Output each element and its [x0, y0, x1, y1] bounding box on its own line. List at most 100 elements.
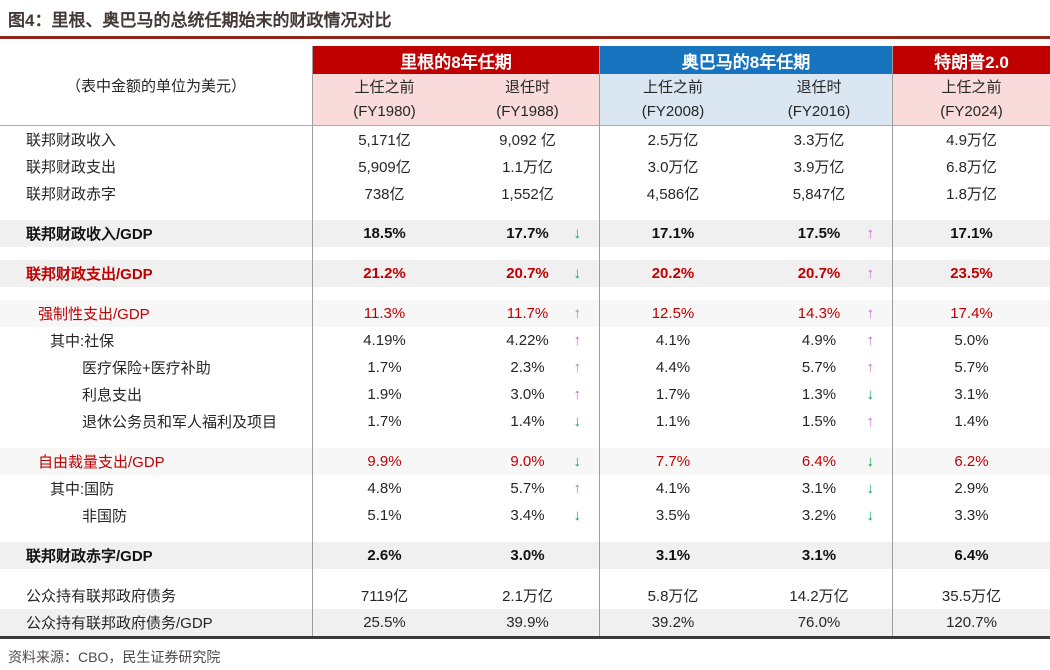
row-label: 联邦财政收入 — [0, 126, 313, 153]
value-cell-fy2016: 5,847亿 — [746, 180, 893, 207]
cell-value: 20.2% — [651, 265, 695, 282]
value-cell-fy2008: 7.7% — [600, 448, 746, 475]
cell-value: 3.0% — [510, 386, 545, 403]
row-spacer — [456, 207, 600, 220]
trend-arrow-icon: ↑ — [573, 305, 582, 322]
cell-value: 39.2% — [651, 614, 695, 631]
cell-value: 2.6% — [367, 547, 402, 564]
value-cell-fy2024: 1.4% — [893, 408, 1050, 435]
cell-value: 4.9% — [801, 332, 837, 349]
subheader-fy: (FY2008) — [641, 102, 705, 120]
row-spacer — [600, 435, 746, 448]
cell-value: 11.7% — [506, 305, 549, 322]
value-cell-fy1980: 7119亿 — [313, 582, 456, 609]
value-cell-fy2016: 3.1% ↓ — [746, 475, 893, 502]
value-cell-fy2008: 17.1% — [600, 220, 746, 247]
row-spacer — [746, 529, 893, 542]
row-label: 自由裁量支出/GDP — [0, 448, 313, 475]
cell-value: 17.1% — [651, 225, 695, 242]
value-cell-fy1988: 2.3% ↑ — [456, 354, 600, 381]
trend-arrow-icon: ↓ — [866, 507, 875, 524]
figure-title-bar: 图4：里根、奥巴马的总统任期始末的财政情况对比 — [0, 0, 1050, 39]
value-cell-fy2024: 1.8万亿 — [893, 180, 1050, 207]
cell-value: 9,092 亿 — [499, 132, 556, 149]
row-label: 联邦财政收入/GDP — [0, 220, 313, 247]
cell-value: 2.5万亿 — [647, 132, 699, 149]
trend-arrow-icon: ↑ — [573, 332, 582, 349]
cell-value: 4.8% — [367, 480, 402, 497]
row-spacer — [746, 435, 893, 448]
cell-value: 6.4% — [954, 547, 989, 564]
value-cell-fy1980: 5,909亿 — [313, 153, 456, 180]
trend-arrow-icon: ↓ — [573, 265, 582, 282]
trend-arrow-icon: ↑ — [866, 359, 875, 376]
value-cell-fy2008: 1.7% — [600, 381, 746, 408]
subheader-fy: (FY1988) — [496, 102, 559, 120]
row-spacer — [313, 247, 456, 260]
row-spacer — [456, 529, 600, 542]
value-cell-fy2024: 2.9% — [893, 475, 1050, 502]
subheader-fy1980: 上任之前 (FY1980) — [313, 74, 456, 126]
row-spacer — [456, 247, 600, 260]
subheader-period: 上任之前 — [354, 78, 415, 96]
value-cell-fy2008: 2.5万亿 — [600, 126, 746, 153]
value-cell-fy2016: 1.3% ↓ — [746, 381, 893, 408]
cell-value: 17.5% — [797, 225, 841, 242]
row-spacer — [313, 435, 456, 448]
value-cell-fy2008: 5.8万亿 — [600, 582, 746, 609]
cell-value: 25.5% — [363, 614, 406, 631]
cell-value: 1.9% — [367, 386, 402, 403]
value-cell-fy1980: 11.3% — [313, 300, 456, 327]
value-cell-fy1980: 738亿 — [313, 180, 456, 207]
cell-value: 14.3% — [797, 305, 841, 322]
cell-value: 14.2万亿 — [789, 588, 849, 605]
value-cell-fy2008: 3.0万亿 — [600, 153, 746, 180]
value-cell-fy2008: 12.5% — [600, 300, 746, 327]
cell-value: 5.7% — [801, 359, 837, 376]
value-cell-fy1980: 1.7% — [313, 354, 456, 381]
cell-value: 20.7% — [797, 265, 841, 282]
row-label: 强制性支出/GDP — [0, 300, 313, 327]
cell-value: 9.9% — [367, 453, 402, 470]
cell-value: 4,586亿 — [646, 186, 700, 203]
value-cell-fy1980: 1.9% — [313, 381, 456, 408]
value-cell-fy2016: 3.2% ↓ — [746, 502, 893, 529]
row-label: 其中:国防 — [0, 475, 313, 502]
trend-arrow-icon: ↑ — [573, 386, 582, 403]
group-header-reagan: 里根的8年任期 — [313, 46, 600, 74]
unit-note: （表中金额的单位为美元） — [0, 46, 313, 126]
cell-value: 1.1万亿 — [502, 159, 553, 176]
cell-value: 5.8万亿 — [647, 588, 699, 605]
cell-value: 3.1% — [954, 386, 989, 403]
subheader-fy2024: 上任之前 (FY2024) — [893, 74, 1050, 126]
value-cell-fy2008: 4.1% — [600, 475, 746, 502]
row-spacer — [313, 569, 456, 582]
value-cell-fy1988: 1.1万亿 — [456, 153, 600, 180]
trend-arrow-icon: ↓ — [866, 386, 875, 403]
row-spacer — [456, 287, 600, 300]
value-cell-fy1988: 3.4% ↓ — [456, 502, 600, 529]
value-cell-fy2016: 20.7% ↑ — [746, 260, 893, 287]
subheader-period: 上任之前 — [941, 78, 1002, 96]
value-cell-fy2008: 4.4% — [600, 354, 746, 381]
cell-value: 7.7% — [655, 453, 691, 470]
cell-value: 1.3% — [801, 386, 837, 403]
value-cell-fy1980: 1.7% — [313, 408, 456, 435]
value-cell-fy2008: 3.5% — [600, 502, 746, 529]
cell-value: 120.7% — [946, 614, 997, 631]
cell-value: 3.3万亿 — [793, 132, 845, 149]
row-spacer — [456, 569, 600, 582]
value-cell-fy1988: 9,092 亿 — [456, 126, 600, 153]
cell-value: 3.5% — [655, 507, 691, 524]
cell-value: 9.0% — [510, 453, 545, 470]
value-cell-fy2016: 3.1% — [746, 542, 893, 569]
value-cell-fy1988: 3.0% ↑ — [456, 381, 600, 408]
row-spacer — [746, 287, 893, 300]
cell-value: 4.9万亿 — [946, 132, 997, 149]
row-spacer — [893, 529, 1050, 542]
value-cell-fy2024: 120.7% — [893, 609, 1050, 636]
trend-arrow-icon: ↓ — [573, 507, 582, 524]
row-spacer — [600, 207, 746, 220]
value-cell-fy1988: 11.7% ↑ — [456, 300, 600, 327]
cell-value: 3.2% — [801, 507, 837, 524]
